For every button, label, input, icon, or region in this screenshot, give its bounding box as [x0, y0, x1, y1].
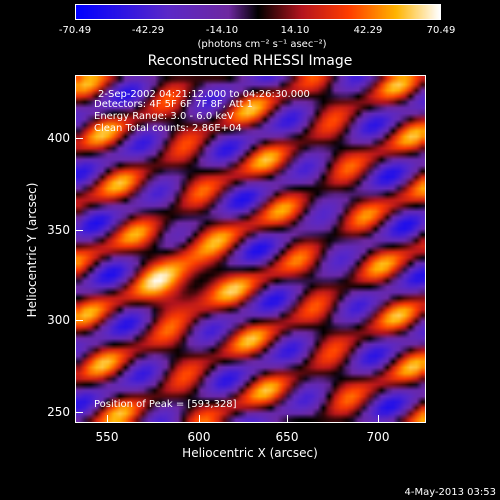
detectors-label: Detectors: 4F 5F 6F 7F 8F, Att 1	[94, 99, 254, 110]
x-axis-label: Heliocentric X (arcsec)	[182, 446, 318, 460]
clean-counts-label: Clean Total counts: 2.86E+04	[94, 123, 242, 134]
x-tick-mark	[199, 415, 200, 423]
y-tick-label: 250	[47, 405, 70, 419]
colorbar-tick: -14.10	[205, 25, 239, 36]
y-axis-label: Heliocentric Y (arcsec)	[25, 182, 39, 318]
y-tick-label: 400	[47, 131, 70, 145]
colorbar-unit: (photons cm⁻² s⁻¹ asec⁻²)	[197, 39, 327, 50]
colorbar-tick: -70.49	[58, 25, 92, 36]
image-title: Reconstructed RHESSI Image	[147, 53, 353, 69]
x-tick-mark	[287, 415, 288, 423]
energy-range-label: Energy Range: 3.0 - 6.0 keV	[94, 111, 234, 122]
x-tick-mark	[107, 415, 108, 423]
x-tick-label: 600	[187, 430, 211, 444]
time-range-label: 2-Sep-2002 04:21:12.000 to 04:26:30.000	[98, 89, 310, 100]
colorbar	[75, 4, 441, 20]
y-tick-mark	[75, 230, 83, 231]
y-tick-label: 300	[47, 313, 70, 327]
x-tick-mark	[378, 415, 379, 423]
y-tick-mark	[75, 412, 83, 413]
y-tick-mark	[75, 138, 83, 139]
peak-position-label: Position of Peak = [593,328]	[94, 399, 237, 410]
y-tick-mark	[75, 320, 83, 321]
x-tick-label: 650	[275, 430, 299, 444]
x-tick-label: 550	[95, 430, 119, 444]
rhessi-image	[75, 75, 426, 423]
x-tick-label: 700	[366, 430, 390, 444]
colorbar-tick: 42.29	[353, 25, 383, 36]
y-tick-label: 350	[47, 223, 70, 237]
footer-timestamp: 4-May-2013 03:53	[404, 487, 496, 498]
colorbar-tick: 70.49	[426, 25, 456, 36]
colorbar-tick: 14.10	[280, 25, 310, 36]
colorbar-tick: -42.29	[131, 25, 165, 36]
